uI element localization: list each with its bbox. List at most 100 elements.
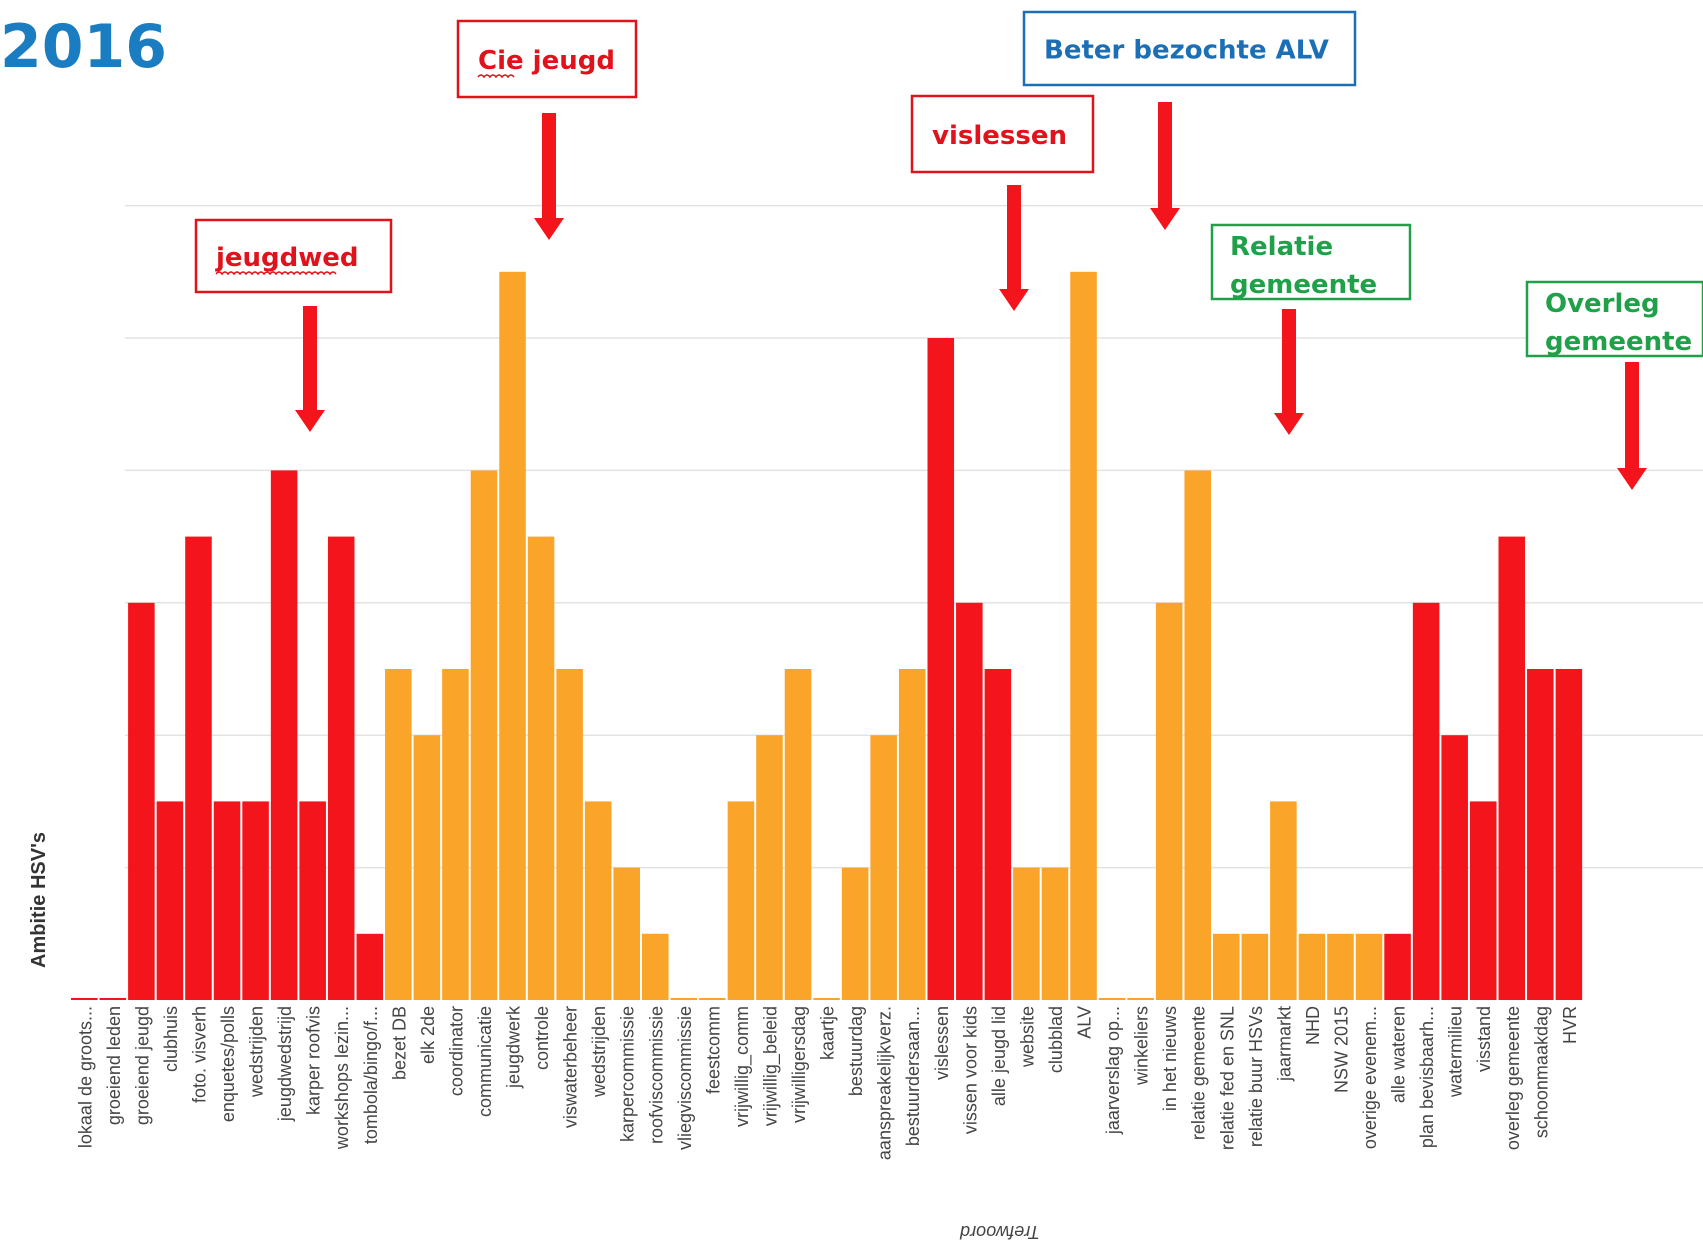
x-tick-label: jeugdwerk — [504, 1005, 524, 1089]
callout-box — [910, 94, 1095, 174]
x-tick-label: relatie buur HSVs — [1246, 1006, 1266, 1147]
x-tick-labels: lokaal de groots... groeiend leden groeien… — [75, 1005, 1580, 1160]
x-tick-label: viswaterbeheer — [561, 1006, 581, 1128]
callout: Overleg gemeente — [1525, 280, 1703, 490]
bar — [156, 801, 184, 1000]
bar — [442, 669, 469, 1000]
x-tick-label: overleg gemeente — [1503, 1006, 1523, 1150]
callout-text: Overleg — [1545, 289, 1660, 319]
bar — [1469, 801, 1497, 1000]
x-tick-label: relatie gemeente — [1189, 1006, 1209, 1140]
y-axis-label: Ambitie HSV's — [28, 832, 50, 968]
x-tick-label: schoonmaakdag — [1531, 1006, 1551, 1138]
x-axis-label: Trefwoord — [959, 1222, 1040, 1241]
bar — [927, 338, 955, 1000]
callout: Relatie gemeente — [1210, 223, 1412, 435]
x-tick-label: winkeliers — [1132, 1006, 1152, 1086]
arrow-shaft — [1007, 185, 1021, 291]
callout-text: jeugdwed — [215, 243, 359, 273]
x-tick-label: relatie fed en SNL — [1217, 1006, 1237, 1150]
x-tick-label: HVR — [1560, 1006, 1580, 1044]
arrow-down-icon — [534, 218, 564, 240]
bar — [784, 669, 812, 1000]
x-tick-label: vrijwillig_beleid — [760, 1006, 781, 1126]
bar — [1241, 933, 1269, 1000]
bar — [1127, 998, 1154, 1000]
bar — [1098, 998, 1126, 1000]
x-tick-label: aanspreakelijkverz. — [875, 1006, 895, 1160]
callout-box — [456, 19, 638, 99]
x-tick-label: clubblad — [1046, 1006, 1066, 1073]
bar — [499, 271, 526, 1000]
arrow-down-icon — [1150, 208, 1180, 230]
callout-text: vislessen — [932, 121, 1067, 151]
x-tick-label: alle wateren — [1389, 1006, 1409, 1103]
spellcheck-squiggle — [215, 271, 337, 276]
bar — [299, 801, 326, 1000]
x-tick-label: NHD — [1303, 1006, 1323, 1045]
bar — [413, 735, 441, 1000]
bar — [128, 602, 155, 1000]
arrow-down-icon — [999, 289, 1029, 311]
bar — [1327, 933, 1354, 1000]
x-tick-label: vrijwilligersdag — [789, 1006, 809, 1123]
arrow-down-icon — [295, 410, 325, 432]
bar — [613, 867, 640, 1000]
bar — [1213, 933, 1240, 1000]
bar — [1041, 867, 1069, 1000]
callout: jeugdwed — [194, 218, 393, 432]
spellcheck-squiggle — [477, 74, 515, 79]
x-tick-label: vliegviscommissie — [675, 1006, 695, 1150]
bar — [1498, 536, 1526, 1000]
callout-text: Relatie — [1230, 232, 1333, 262]
bar — [385, 669, 412, 1000]
callout-text: Cie jeugd — [478, 46, 615, 76]
bar — [356, 933, 384, 1000]
x-tick-label: feestcomm — [703, 1006, 723, 1094]
bar — [213, 801, 241, 1000]
x-tick-label: website — [1017, 1006, 1037, 1068]
arrow-down-icon — [1617, 468, 1647, 490]
x-tick-label: bestuurdersaan... — [903, 1006, 923, 1146]
arrow-shaft — [303, 306, 317, 412]
bar — [699, 998, 726, 1000]
bar — [1155, 602, 1183, 1000]
callout-box — [1022, 10, 1357, 87]
arrow-down-icon — [1274, 413, 1304, 435]
bar — [1441, 735, 1468, 1000]
x-tick-label: communicatie — [475, 1006, 495, 1117]
x-tick-label: groeiend jeugd — [132, 1006, 152, 1125]
x-tick-label: karper roofvis — [304, 1006, 324, 1115]
x-tick-label: bestuurdag — [846, 1006, 866, 1096]
bar — [956, 602, 983, 1000]
bar — [841, 867, 869, 1000]
bar — [1412, 602, 1440, 1000]
callout-text: Beter bezochte ALV — [1044, 36, 1329, 66]
x-tick-label: in het nieuws — [1160, 1006, 1180, 1111]
callout-text: gemeente — [1230, 270, 1377, 300]
x-tick-label: foto. visverh — [189, 1006, 209, 1103]
x-tick-label: lokaal de groots... — [75, 1006, 95, 1148]
x-tick-label: alle jeugd lid — [989, 1006, 1009, 1106]
bar — [870, 735, 897, 1000]
bar — [242, 801, 269, 1000]
x-tick-label: karpercommissie — [618, 1006, 638, 1142]
x-tick-label: NSW 2015 — [1331, 1006, 1351, 1093]
x-tick-label: wedstrijden — [589, 1006, 609, 1098]
bar — [1298, 933, 1326, 1000]
bar — [1070, 271, 1097, 1000]
callout: Beter bezochte ALV — [1022, 10, 1357, 230]
bar — [185, 536, 212, 1000]
x-tick-label: visstand — [1474, 1006, 1494, 1072]
x-tick-label: controle — [532, 1006, 552, 1070]
bar — [327, 536, 355, 1000]
bar — [984, 669, 1012, 1000]
x-tick-label: elk 2de — [418, 1006, 438, 1064]
bar — [727, 801, 755, 1000]
x-tick-label: ALV — [1075, 1006, 1095, 1039]
x-tick-label: roofviscommissie — [646, 1006, 666, 1144]
x-tick-label: jaarmarkt — [1274, 1006, 1294, 1082]
bar — [71, 998, 98, 1000]
bar — [756, 735, 783, 1000]
